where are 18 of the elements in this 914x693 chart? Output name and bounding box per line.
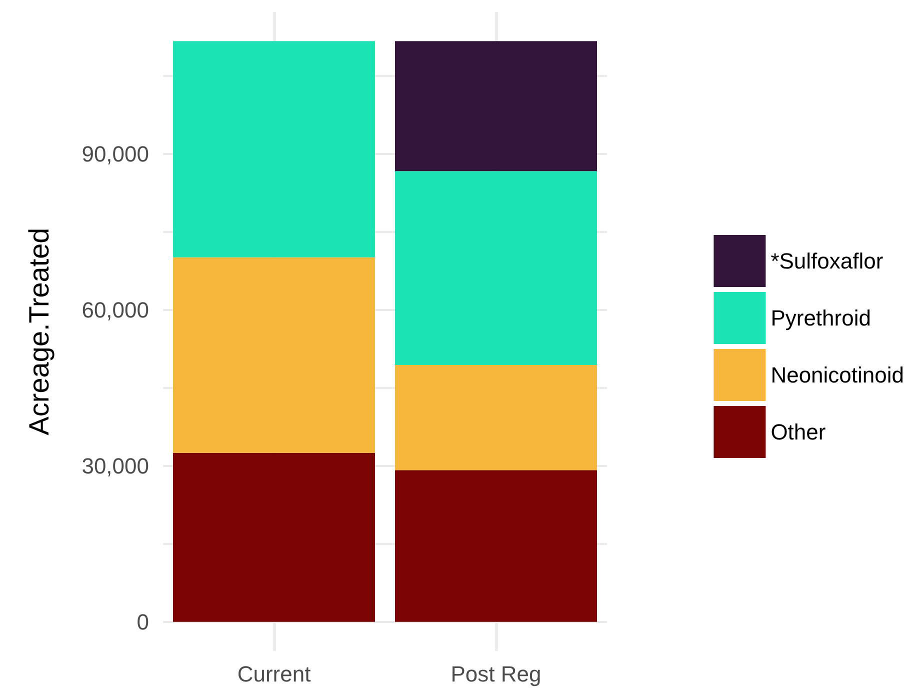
bar [394, 171, 598, 366]
bar [172, 257, 376, 453]
bar [172, 452, 376, 622]
bar [394, 41, 598, 172]
bar [394, 365, 598, 470]
legend-label: *Sulfoxaflor [770, 248, 884, 274]
bar [172, 41, 376, 258]
bar [394, 470, 598, 622]
y-axis-title: Acreage.Treated [24, 228, 54, 436]
y-tick-label: 60,000 [82, 297, 149, 322]
legend-label: Neonicotinoid [770, 362, 904, 388]
y-tick-label: 0 [136, 609, 149, 634]
legend-label: Pyrethroid [770, 306, 871, 330]
x-tick-label: Current [237, 662, 311, 686]
y-tick-label: 30,000 [82, 453, 149, 478]
x-tick-label: Post Reg [450, 662, 542, 686]
legend-label: Other [770, 420, 826, 444]
y-tick-label: 90,000 [82, 141, 149, 166]
